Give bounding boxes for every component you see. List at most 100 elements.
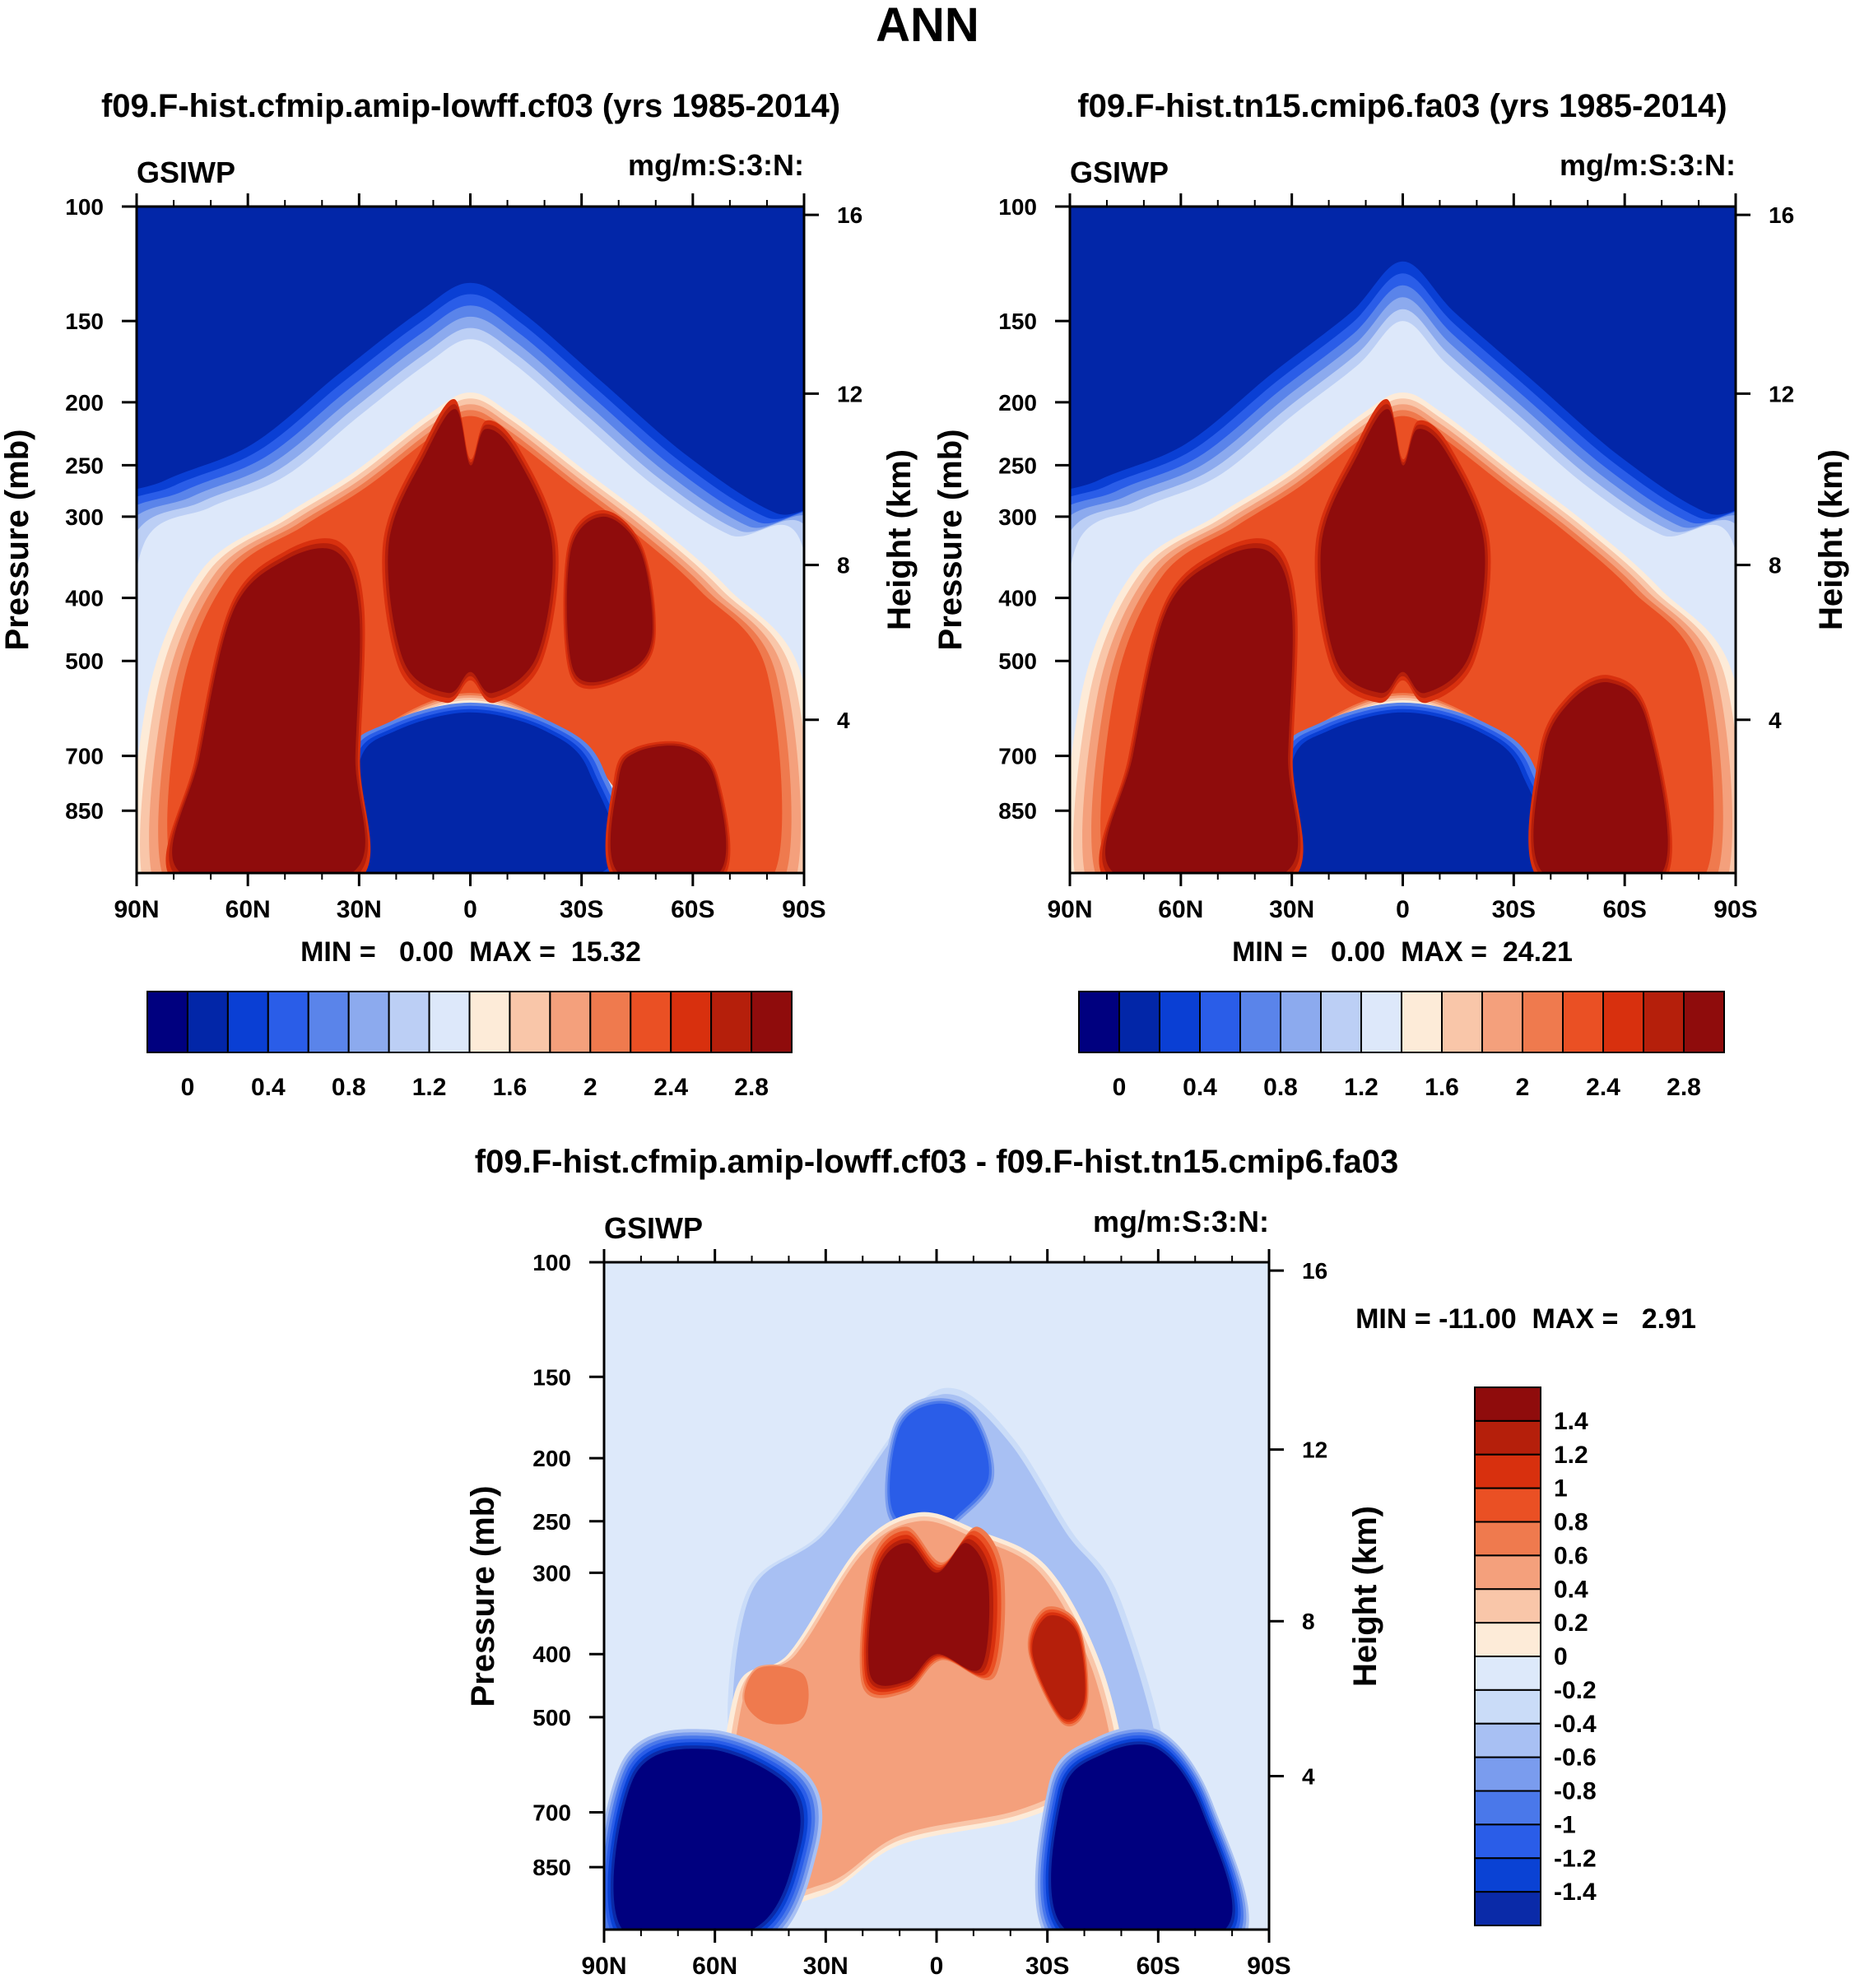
panel-3-minmax: MIN = -11.00 MAX = 2.91 <box>1355 1303 1696 1335</box>
colorbar-3-box <box>1474 1790 1541 1826</box>
colorbar-1-box <box>347 991 390 1053</box>
colorbar-2-box <box>1118 991 1160 1053</box>
colorbar-2-label: 0.8 <box>1263 1074 1298 1101</box>
panel-3-xtick-label: 30N <box>803 1953 848 1980</box>
panel-2-xtick-label: 0 <box>1396 896 1410 923</box>
colorbar-1-box <box>428 991 471 1053</box>
panel-2-ylabel: Pressure (mb) <box>932 430 969 651</box>
panel-1-ytick-label: 250 <box>65 453 104 478</box>
panel-2-y2tick-label: 12 <box>1769 381 1794 406</box>
colorbar-1-label: 1.2 <box>412 1074 447 1101</box>
colorbar-1-box <box>307 991 350 1053</box>
panel-3-neg-upper-level-3 <box>890 1403 989 1544</box>
panel-1-contour-field <box>137 207 804 873</box>
panel-1-sh-lower-core-level-15 <box>610 746 727 873</box>
colorbar-2-box <box>1643 991 1685 1053</box>
panel-3-ytick-label: 150 <box>532 1364 571 1390</box>
panel-3-ytick-label: 400 <box>532 1642 571 1667</box>
panel-2-y2tick-label: 8 <box>1769 553 1782 578</box>
panel-1-ytick-label: 300 <box>65 504 104 530</box>
colorbar-1-box <box>589 991 632 1053</box>
colorbar-2-box <box>1199 991 1241 1053</box>
panel-2-ytick-label: 300 <box>998 504 1037 530</box>
panel-2-title: f09.F-hist.tn15.cmip6.fa03 (yrs 1985-201… <box>1077 88 1727 124</box>
colorbar-1-box <box>186 991 229 1053</box>
colorbar-3-label: 0.8 <box>1554 1509 1588 1536</box>
panel-3-pos-sh-level-15 <box>1032 1614 1086 1720</box>
panel-1-ytick-label: 400 <box>65 586 104 611</box>
colorbar-2-box <box>1280 991 1322 1053</box>
colorbar-3-label: 1.2 <box>1554 1442 1588 1469</box>
colorbar-3-label: -1.2 <box>1554 1845 1597 1872</box>
colorbar-3-box <box>1474 1722 1541 1758</box>
colorbar-3-box <box>1474 1521 1541 1557</box>
colorbar-3-box <box>1474 1823 1541 1860</box>
panel-3-ytick-label: 200 <box>532 1446 571 1471</box>
figure-title: ANN <box>876 0 979 52</box>
colorbar-1-label: 0.4 <box>251 1074 286 1101</box>
colorbar-1-label: 1.6 <box>493 1074 528 1101</box>
panel-1-xtick-label: 30N <box>337 896 382 923</box>
panel-2-y2tick-label: 16 <box>1769 202 1794 228</box>
panel-2-xtick-label: 90S <box>1713 896 1757 923</box>
panel-3-xtick-label: 60N <box>692 1953 737 1980</box>
colorbar-3-label: 0.2 <box>1554 1609 1588 1637</box>
panel-1-y2tick-label: 8 <box>837 553 850 578</box>
colorbar-3-box <box>1474 1756 1541 1792</box>
panel-2-xtick-label: 30N <box>1269 896 1314 923</box>
panel-3-xtick-label: 30S <box>1025 1953 1069 1980</box>
panel-1-variable-label: GSIWP <box>137 156 235 189</box>
colorbar-2-label: 0 <box>1113 1074 1127 1101</box>
colorbar-2-box <box>1320 991 1362 1053</box>
panel-1-ytick-label: 500 <box>65 648 104 674</box>
colorbar-2-label: 0.4 <box>1183 1074 1217 1101</box>
colorbar-2-label: 1.2 <box>1344 1074 1378 1101</box>
colorbar-3-box <box>1474 1588 1541 1624</box>
colorbar-3-label: 1 <box>1554 1475 1568 1503</box>
colorbar-3-label: -1 <box>1554 1811 1576 1838</box>
panel-1-xtick-label: 60S <box>671 896 714 923</box>
panel-3-ytick-label: 250 <box>532 1509 571 1535</box>
panel-3-contour-field <box>604 1262 1269 1930</box>
panel-1-ylabel: Pressure (mb) <box>0 430 35 651</box>
panel-1-y2label: Height (km) <box>881 449 918 630</box>
panel-1-tropical-core-level-15 <box>388 409 553 694</box>
panel-3-xtick-label: 90N <box>581 1953 626 1980</box>
colorbar-2-label: 2.8 <box>1667 1074 1701 1101</box>
colorbar-3-label: 0 <box>1554 1643 1568 1670</box>
panel-1-ytick-label: 700 <box>65 744 104 769</box>
colorbar-3-box <box>1474 1554 1541 1591</box>
colorbar-2-box <box>1602 991 1644 1053</box>
colorbar-2-label: 1.6 <box>1425 1074 1459 1101</box>
panel-2-xtick-label: 90N <box>1047 896 1092 923</box>
panel-1-title: f09.F-hist.cfmip.amip-lowff.cf03 (yrs 19… <box>101 88 840 124</box>
panel-2-ytick-label: 100 <box>998 194 1037 220</box>
panel-3-title: f09.F-hist.cfmip.amip-lowff.cf03 - f09.F… <box>475 1144 1398 1180</box>
panel-3-variable-label: GSIWP <box>604 1211 703 1245</box>
panel-3-y2tick-label: 16 <box>1302 1258 1327 1284</box>
colorbar-1-label: 0 <box>181 1074 195 1101</box>
panel-3-ytick-label: 700 <box>532 1800 571 1825</box>
panel-2-xtick-label: 60S <box>1602 896 1646 923</box>
colorbar-3-box <box>1474 1487 1541 1523</box>
panel-3-y2label: Height (km) <box>1347 1506 1383 1687</box>
colorbar-2-box <box>1481 991 1523 1053</box>
panel-1-y2tick-label: 4 <box>837 708 850 733</box>
colorbar-1-label: 2.8 <box>734 1074 769 1101</box>
colorbar-1-box <box>267 991 309 1053</box>
panel-1-xtick-label: 60N <box>225 896 271 923</box>
colorbar-2-box <box>1683 991 1725 1053</box>
panel-3-y2tick-label: 12 <box>1302 1438 1327 1463</box>
panel-3-y2tick-label: 8 <box>1302 1609 1315 1634</box>
colorbar-3-label: -0.6 <box>1554 1744 1597 1772</box>
panel-2-sh-core-level-15 <box>1533 681 1668 873</box>
colorbar-1-label: 2 <box>583 1074 597 1101</box>
panel-1-ytick-label: 150 <box>65 309 104 334</box>
colorbar-2-box <box>1078 991 1120 1053</box>
colorbar-1-box <box>710 991 753 1053</box>
colorbar-3-label: -1.4 <box>1554 1879 1597 1906</box>
panel-2-low-pool-level-1 <box>1272 712 1549 873</box>
panel-1-xtick-label: 90N <box>114 896 159 923</box>
panel-3-ytick-label: 850 <box>532 1855 571 1880</box>
colorbar-3-box <box>1474 1891 1541 1926</box>
